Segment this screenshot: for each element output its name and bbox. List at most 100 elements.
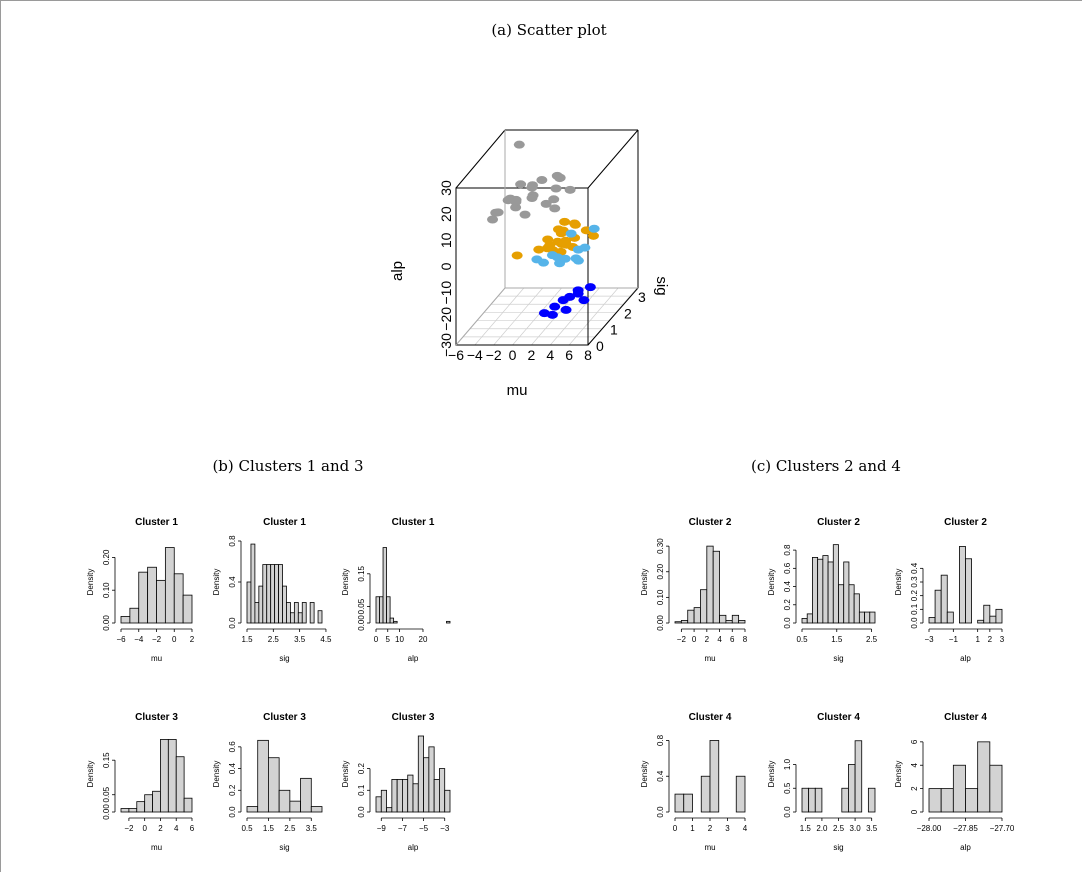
histogram-bar xyxy=(317,610,323,624)
x-axis-label: alp xyxy=(960,843,971,852)
histogram-bar xyxy=(989,764,1003,813)
x-tick-label: 2 xyxy=(708,824,713,833)
scatter-point-cluster-4 xyxy=(584,283,596,292)
mu-tick-label: 6 xyxy=(565,347,573,363)
x-tick-label: −1 xyxy=(949,635,959,644)
x-tick-label: 6 xyxy=(190,824,195,833)
histogram-bar xyxy=(423,757,430,813)
histogram-bar xyxy=(989,615,997,624)
scatter-point-cluster-2 xyxy=(569,220,581,229)
x-tick-label: −27.70 xyxy=(990,824,1015,833)
histogram-bar xyxy=(983,604,991,624)
histogram-bar xyxy=(977,619,985,624)
y-tick-label: 0.3 xyxy=(910,576,919,588)
x-axis-label: mu xyxy=(151,843,162,852)
histogram-panel: Cluster 1 0.00 0.10 0.20 −6 −4 −2 0 2 mu Density xyxy=(86,517,195,663)
histogram-grid: Cluster 10.000.100.20−6 −4 −2 0 2muDensityCl… xyxy=(86,517,1015,852)
histogram-bar xyxy=(428,746,435,813)
y-axis-label: Density xyxy=(767,761,776,788)
alp-tick-label: 30 xyxy=(438,180,454,196)
scatter-point-cluster-4 xyxy=(560,305,572,314)
x-tick-label: 3 xyxy=(725,824,730,833)
histogram-bar xyxy=(278,564,283,624)
x-tick-label: −28.00 xyxy=(917,824,942,833)
histogram-bar xyxy=(801,787,810,813)
x-axis-label: alp xyxy=(408,843,419,852)
x-tick-label: 0.5 xyxy=(796,635,808,644)
histogram-bar xyxy=(246,806,259,813)
scatter-point-cluster-1 xyxy=(502,196,514,205)
y-tick-label: 0.00 xyxy=(357,615,366,631)
y-axis-label: Density xyxy=(640,569,649,596)
x-tick-label: −3 xyxy=(924,635,934,644)
histogram-bar xyxy=(854,740,863,813)
histogram-bar xyxy=(386,807,393,813)
histogram-bar xyxy=(858,611,865,624)
x-axis-label: mu xyxy=(151,654,162,663)
x-tick-label: 2.5 xyxy=(284,824,296,833)
scatter-point-cluster-1 xyxy=(564,185,576,194)
histogram-panel: Cluster 4 0.0 0.4 0.8 0 1 2 3 4 mu Density xyxy=(640,712,748,852)
y-axis-label: Density xyxy=(894,761,903,788)
histogram-bar xyxy=(375,596,380,624)
x-tick-label: 10 xyxy=(395,635,404,644)
histogram-bar xyxy=(946,611,954,624)
y-tick-label: 0.8 xyxy=(228,535,237,547)
histogram-bar xyxy=(144,794,153,813)
histogram-bar xyxy=(801,618,808,624)
histogram-bar xyxy=(995,608,1003,624)
histogram-bar xyxy=(380,789,387,813)
histogram-bar xyxy=(182,594,193,624)
alp-tick-label: 10 xyxy=(438,232,454,248)
y-tick-label: 0.6 xyxy=(783,562,792,574)
histogram-bar xyxy=(183,797,193,813)
x-tick-label: 1 xyxy=(975,635,980,644)
alp-tick-label: 20 xyxy=(438,206,454,222)
histogram-title: Cluster 2 xyxy=(817,517,860,528)
histogram-bar xyxy=(446,620,451,624)
x-tick-label: −9 xyxy=(377,824,387,833)
y-tick-label: 0.6 xyxy=(228,741,237,753)
histogram-title: Cluster 1 xyxy=(135,517,178,528)
histogram-bar xyxy=(386,596,391,624)
floor-grid-line xyxy=(512,287,562,346)
y-tick-label: 0.4 xyxy=(656,770,665,782)
y-tick-label: 0.00 xyxy=(102,804,111,820)
histogram-bar xyxy=(841,787,849,813)
x-tick-label: 2.5 xyxy=(268,635,280,644)
scatter-point-cluster-1 xyxy=(513,140,525,149)
alp-tick-label: −30 xyxy=(438,333,454,357)
histogram-title: Cluster 1 xyxy=(263,517,306,528)
sig-tick-label: 3 xyxy=(638,289,646,305)
x-tick-label: 5 xyxy=(386,635,391,644)
scatter-point-cluster-3 xyxy=(559,254,571,263)
histogram-bar xyxy=(738,620,746,624)
histogram-panel: Cluster 2 0.0 0.2 0.4 0.6 0.8 0.5 1.5 2.5 sig Dens… xyxy=(767,517,878,663)
alp-tick-label: −20 xyxy=(438,307,454,331)
histogram-bar xyxy=(286,602,291,624)
histogram-bar xyxy=(156,579,166,624)
x-tick-label: −5 xyxy=(419,824,429,833)
x-axis-label: sig xyxy=(833,654,843,663)
y-tick-label: 6 xyxy=(910,739,919,744)
histogram-panel: Cluster 4 0.0 0.5 1.0 1.5 2.0 2.5 3.0 3.5 sig Dens… xyxy=(767,712,878,852)
box-outline xyxy=(455,129,639,346)
histogram-bar xyxy=(700,775,711,813)
histogram-bar xyxy=(814,787,823,813)
histogram-bar xyxy=(848,584,855,624)
histogram-bar xyxy=(444,789,451,813)
x-tick-label: 4 xyxy=(743,824,748,833)
x-tick-label: 2 xyxy=(705,635,710,644)
scatter-point-cluster-2 xyxy=(587,231,599,240)
y-tick-label: 0.8 xyxy=(783,544,792,556)
histogram-bar xyxy=(301,602,307,624)
y-axis-label: Density xyxy=(341,761,350,788)
histogram-bar xyxy=(822,555,829,624)
y-axis-label: Density xyxy=(212,761,221,788)
histogram-bar xyxy=(382,547,387,624)
box-edge-br xyxy=(587,287,639,346)
y-tick-label: 0.2 xyxy=(357,762,366,774)
alp-tick-label: −10 xyxy=(438,281,454,305)
mu-tick-label: 8 xyxy=(584,347,592,363)
x-tick-label: 3.5 xyxy=(294,635,306,644)
